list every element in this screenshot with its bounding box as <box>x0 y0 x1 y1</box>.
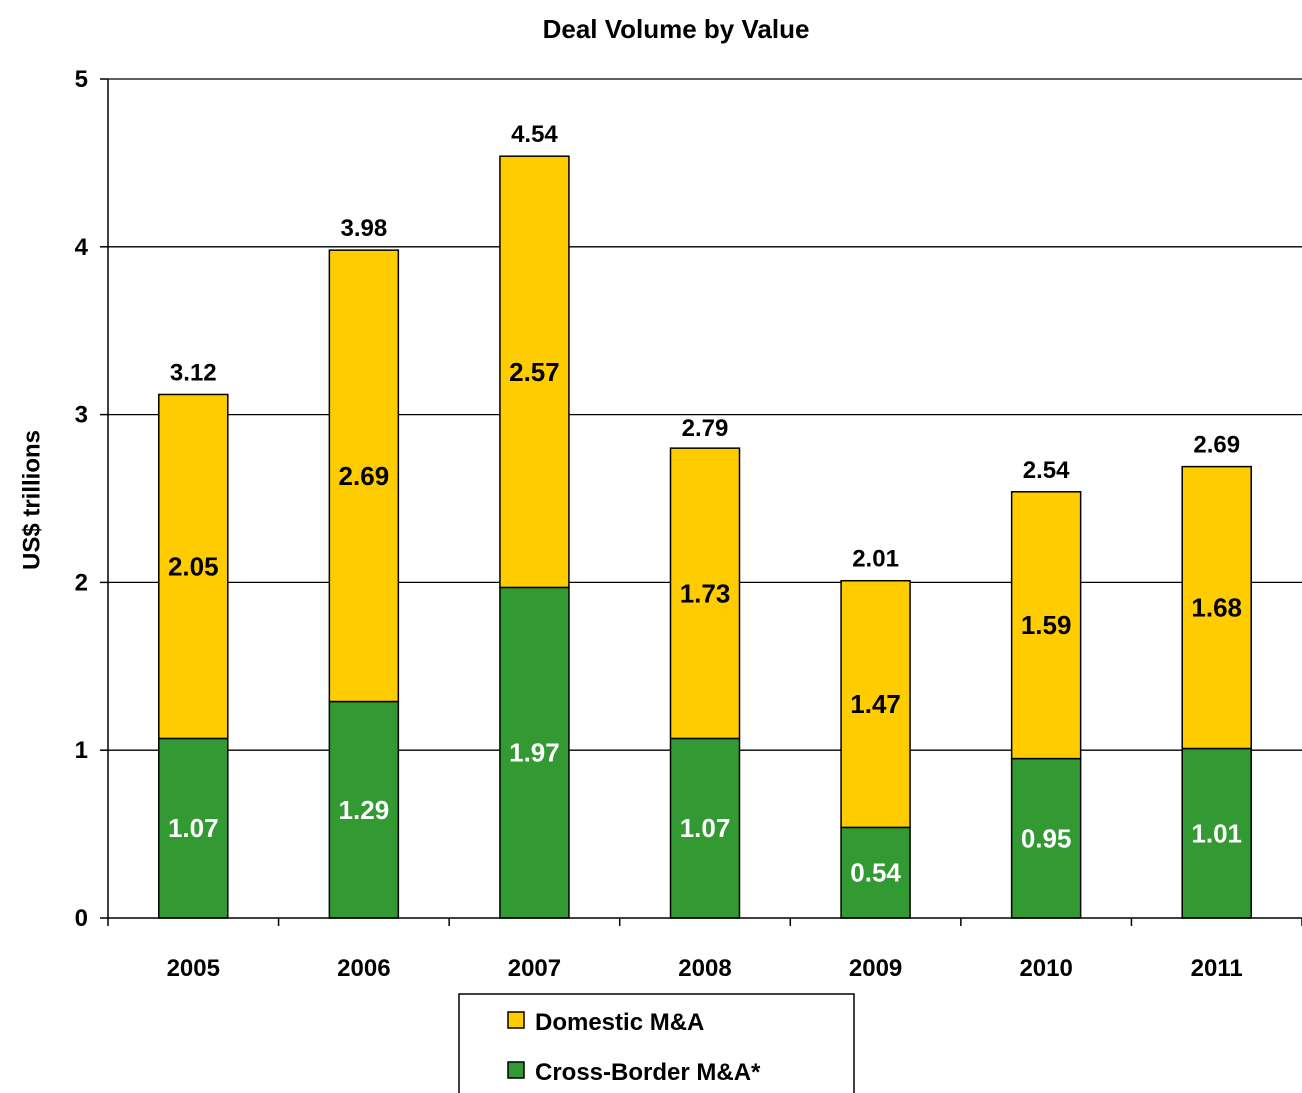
bar-cross-border <box>158 737 229 919</box>
data-label-cross-border: 0.54 <box>850 858 901 888</box>
data-label-total: 2.69 <box>1193 432 1240 459</box>
data-label-domestic: 1.59 <box>1021 610 1072 640</box>
data-label-domestic: 1.47 <box>850 689 901 719</box>
data-label-total: 2.01 <box>852 546 899 573</box>
bar-domestic <box>669 447 741 740</box>
data-label-cross-border: 1.97 <box>509 738 560 768</box>
data-label-domestic: 2.57 <box>509 357 560 387</box>
bar-domestic <box>499 155 570 589</box>
data-label-total: 2.79 <box>682 415 729 442</box>
y-tick-label: 2 <box>75 569 88 596</box>
data-label-total: 4.54 <box>511 121 558 148</box>
legend: Domestic M&A Cross-Border M&A* <box>458 993 855 1093</box>
bar-domestic <box>1181 465 1252 750</box>
data-label-cross-border: 1.07 <box>680 813 731 843</box>
bar-domestic <box>158 393 229 740</box>
axes: 0 1 2 3 4 5 2005 2006 2007 2008 2009 2010 2011 <box>75 66 1302 982</box>
data-label-cross-border: 1.29 <box>339 795 390 825</box>
data-label-cross-border: 1.07 <box>168 813 219 843</box>
data-label-domestic: 1.68 <box>1191 593 1242 623</box>
bar-domestic <box>328 249 400 703</box>
data-label-total: 2.54 <box>1023 457 1070 484</box>
y-axis-title: US$ trillions <box>18 430 45 570</box>
x-tick-label: 2010 <box>1019 955 1072 982</box>
y-tick-label: 3 <box>75 402 88 429</box>
data-label-cross-border: 1.01 <box>1191 818 1242 848</box>
bar-cross-border <box>840 826 911 919</box>
data-label-cross-border: 0.95 <box>1021 823 1072 853</box>
bar-cross-border <box>669 737 741 919</box>
legend-swatch-domestic <box>507 1011 525 1029</box>
data-label-total: 3.98 <box>340 215 387 242</box>
gridlines <box>108 78 1302 751</box>
data-label-total: 3.12 <box>170 359 217 386</box>
x-tick-label: 2011 <box>1191 955 1243 982</box>
legend-label-domestic: Domestic M&A <box>535 1009 704 1036</box>
y-tick-label: 0 <box>75 905 88 932</box>
data-label-domestic: 2.05 <box>168 551 219 581</box>
data-labels: 1.07 2.05 3.12 1.29 2.69 3.98 1.97 2.57 4.54 1.07… <box>168 121 1242 888</box>
x-tick-label: 2007 <box>508 955 561 982</box>
y-tick-label: 4 <box>75 234 89 261</box>
chart-title: Deal Volume by Value <box>543 14 810 44</box>
bars <box>158 155 1252 919</box>
x-tick-label: 2006 <box>337 955 390 982</box>
data-label-domestic: 1.73 <box>680 578 731 608</box>
bar-domestic <box>840 579 911 829</box>
legend-label-cross-border: Cross-Border M&A* <box>535 1059 761 1086</box>
bar-cross-border <box>1181 747 1252 919</box>
bar-cross-border <box>1010 757 1082 919</box>
x-tick-label: 2008 <box>678 955 731 982</box>
y-tick-label: 1 <box>75 737 88 764</box>
x-tick-label: 2005 <box>167 955 220 982</box>
data-label-domestic: 2.69 <box>339 461 390 491</box>
bar-domestic <box>1010 491 1082 760</box>
legend-swatch-cross-border <box>507 1061 525 1079</box>
legend-box <box>458 993 855 1093</box>
y-tick-label: 5 <box>75 66 88 93</box>
x-tick-label: 2009 <box>849 955 902 982</box>
